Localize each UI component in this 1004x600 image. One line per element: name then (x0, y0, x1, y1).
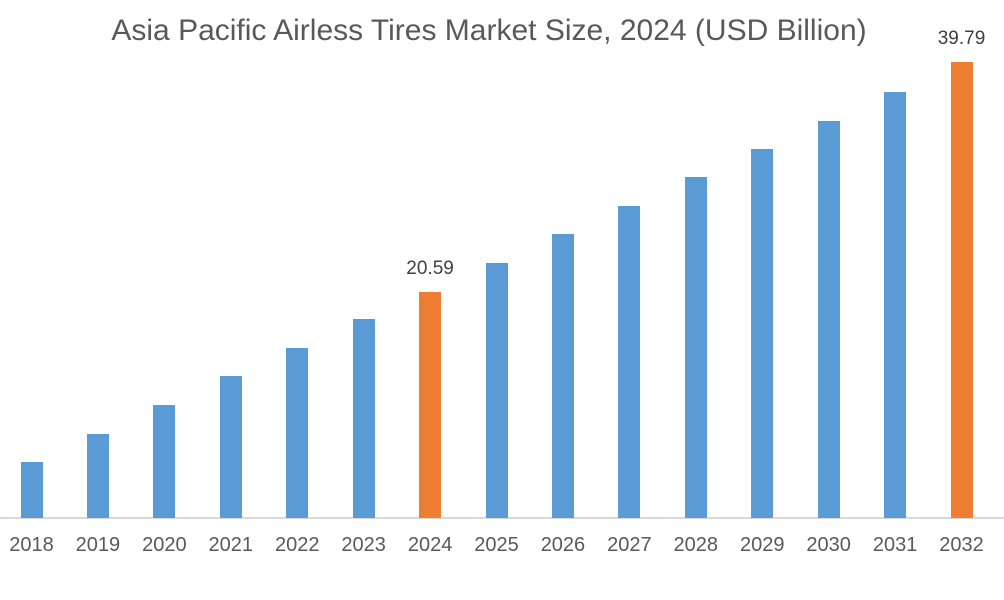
x-tick-2032: 2032 (939, 534, 984, 556)
x-tick-2020: 2020 (142, 534, 187, 556)
data-label-2032: 39.79 (937, 27, 986, 49)
bar-2018 (20, 461, 43, 518)
x-tick-2022: 2022 (274, 534, 320, 556)
x-tick-2018: 2018 (9, 534, 54, 556)
bar-2030 (817, 120, 840, 518)
x-tick-2024: 2024 (407, 534, 453, 556)
bar-2027 (618, 206, 641, 518)
bar-2022 (286, 347, 309, 518)
x-tick-2028: 2028 (673, 534, 719, 556)
bar-2031 (884, 92, 907, 518)
data-label-2024: 20.59 (406, 257, 454, 279)
x-tick-2029: 2029 (739, 534, 785, 556)
bar-2028 (684, 176, 707, 518)
x-tick-2019: 2019 (75, 534, 121, 556)
x-tick-2021: 2021 (208, 534, 254, 556)
x-tick-2031: 2031 (872, 534, 918, 556)
x-tick-2026: 2026 (540, 534, 586, 556)
x-tick-2030: 2030 (806, 534, 851, 556)
bar-2025 (485, 263, 508, 518)
chart-title: Asia Pacific Airless Tires Market Size, … (111, 14, 867, 47)
x-tick-2023: 2023 (341, 534, 386, 556)
bar-2021 (219, 375, 242, 518)
bar-2023 (352, 319, 375, 518)
bar-2029 (751, 149, 774, 518)
bar-2024 (419, 291, 442, 518)
x-tick-2027: 2027 (607, 534, 652, 556)
x-axis-line (0, 517, 1004, 519)
bar-2032 (950, 61, 973, 518)
bar-2019 (86, 433, 109, 518)
bar-2020 (153, 405, 176, 518)
x-tick-2025: 2025 (474, 534, 519, 556)
bar-2026 (551, 234, 574, 518)
